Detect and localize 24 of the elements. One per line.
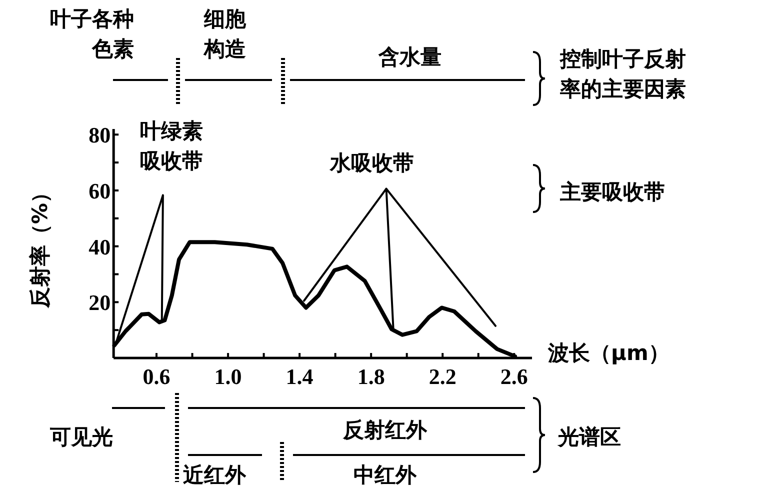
- x-tick-label: 1.8: [357, 364, 385, 389]
- text: 光谱区: [558, 424, 621, 451]
- x-tick-label: 2.2: [428, 364, 456, 389]
- y-tick-label: 80: [88, 122, 111, 148]
- x-axis-title: 波长（μm）: [548, 340, 670, 367]
- text: 近红外: [183, 462, 246, 489]
- text: 中红外: [352, 462, 418, 489]
- text: 可见光: [50, 424, 113, 451]
- x-tick-label: 0.6: [142, 364, 170, 389]
- text: 含水量: [377, 44, 442, 71]
- text: 细胞构造: [204, 6, 248, 63]
- x-tick-label: 2.6: [500, 364, 528, 389]
- text: 叶子各种色素: [49, 6, 134, 63]
- text: 反射红外: [342, 417, 428, 444]
- y-axis-title: 反射率（%）: [27, 182, 53, 308]
- annotation: 叶绿素吸收带: [140, 118, 204, 175]
- y-tick-label: 60: [88, 178, 111, 204]
- annotation: 水吸收带: [330, 150, 414, 177]
- text: 控制叶子反射率的主要因素: [560, 46, 687, 103]
- x-tick-label: 1.0: [214, 364, 242, 389]
- text: 主要吸收带: [560, 179, 665, 206]
- y-tick-label: 20: [88, 290, 111, 316]
- x-tick-label: 1.4: [286, 364, 314, 389]
- y-tick-label: 40: [88, 234, 111, 260]
